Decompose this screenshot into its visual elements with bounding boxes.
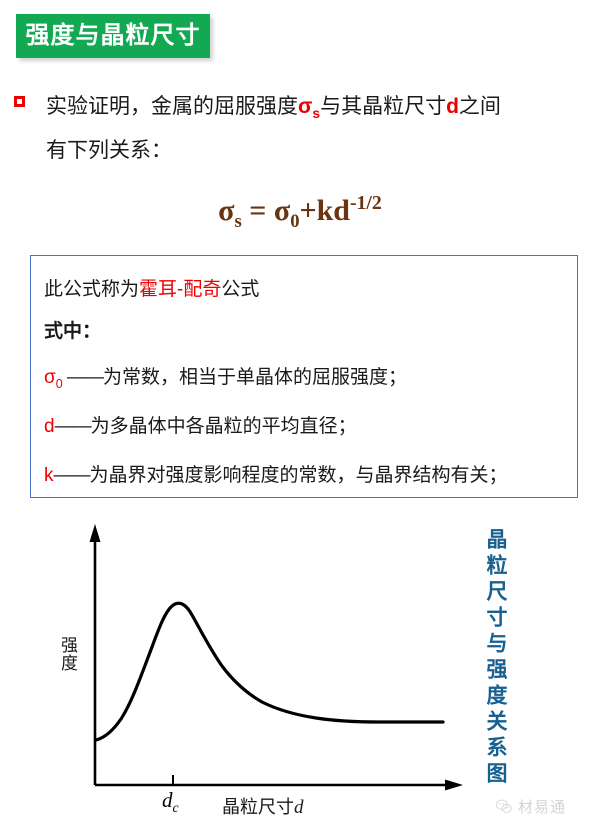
chart-y-axis-label: 强度: [58, 636, 77, 672]
note-text-d: 为多晶体中各晶粒的平均直径；: [90, 416, 357, 437]
chart-x-axis-label: 晶粒尺寸d: [222, 793, 304, 819]
dc-subscript: c: [172, 800, 179, 816]
note-item-sigma0: σ0 ——为常数，相当于单晶体的屈服强度；: [44, 362, 407, 391]
bullet-line1-part1: 实验证明，金属的屈服强度: [46, 95, 298, 118]
formula-equals: =: [241, 194, 274, 227]
formula-lhs-symbol: σ: [218, 194, 235, 227]
strength-vs-grain-size-chart: [0, 516, 600, 834]
strength-curve: [94, 601, 445, 742]
dc-base: d: [162, 788, 173, 812]
x-axis-label-symbol: d: [294, 797, 304, 818]
note-dash-k: ——: [53, 465, 91, 486]
watermark-text: 材易通: [518, 799, 567, 816]
slide-title-badge: 强度与晶粒尺寸: [16, 14, 210, 58]
square-bullet-icon: [14, 96, 25, 107]
note-symbol-sigma0-subscript: 0: [55, 376, 63, 391]
note-name-suffix: 公式: [221, 279, 260, 300]
note-symbol-d: d: [44, 416, 55, 437]
note-where-label: 式中：: [44, 321, 102, 342]
note-text-sigma0: 为常数，相当于单晶体的屈服强度；: [103, 367, 408, 388]
note-symbol-k: k: [44, 465, 54, 486]
bullet-line1-part3: 之间: [458, 95, 501, 118]
chart-dc-annotation: dc: [162, 788, 179, 816]
note-name-prefix: 此公式称为: [44, 279, 140, 300]
note-name-highlight: 霍耳-配奇: [139, 279, 222, 300]
definition-note-box: 此公式称为霍耳-配奇公式 式中： σ0 ——为常数，相当于单晶体的屈服强度； d…: [30, 255, 578, 498]
watermark: 材易通: [495, 796, 566, 817]
bullet-line2: 有下列关系：: [46, 139, 172, 163]
note-formula-name-line: 此公式称为霍耳-配奇公式: [44, 274, 259, 301]
formula-rhs-subscript: 0: [290, 211, 300, 232]
note-symbol-sigma0: σ0: [44, 367, 63, 391]
y-axis: [89, 524, 101, 785]
bullet-paragraph: 实验证明，金属的屈服强度σs与其晶粒尺寸d之间 有下列关系：: [14, 88, 586, 169]
bullet-line1-part2: 与其晶粒尺寸: [320, 95, 447, 118]
note-dash-sigma0: ——: [62, 367, 104, 388]
note-symbol-sigma0-base: σ: [44, 367, 56, 388]
formula-rhs-symbol: σ: [273, 194, 291, 227]
sigma-s-base: σ: [298, 95, 313, 118]
formula-plus-kd: +kd: [299, 194, 350, 227]
sigma-s-symbol: σs: [298, 95, 321, 122]
chart-side-caption: 晶粒尺寸与强度关系图: [484, 528, 507, 788]
x-axis-label-cn: 晶粒尺寸: [222, 797, 294, 817]
d-symbol: d: [446, 95, 459, 118]
note-dash-d: ——: [54, 416, 92, 437]
formula-lhs-subscript: s: [234, 211, 242, 232]
sigma-s-subscript: s: [312, 105, 321, 122]
formula-exponent: -1/2: [349, 192, 382, 214]
note-item-k: k——为晶界对强度影响程度的常数，与晶界结构有关；: [44, 460, 508, 487]
slide-title-text: 强度与晶粒尺寸: [25, 22, 201, 49]
note-item-d: d——为多晶体中各晶粒的平均直径；: [44, 411, 357, 438]
hall-petch-formula: σs = σ0+kd-1/2: [0, 192, 600, 233]
note-text-k: 为晶界对强度影响程度的常数，与晶界结构有关；: [89, 465, 508, 486]
bullet-paragraph-text: 实验证明，金属的屈服强度σs与其晶粒尺寸d之间 有下列关系：: [46, 88, 586, 169]
x-axis: [95, 779, 463, 791]
wechat-icon: [495, 799, 512, 813]
